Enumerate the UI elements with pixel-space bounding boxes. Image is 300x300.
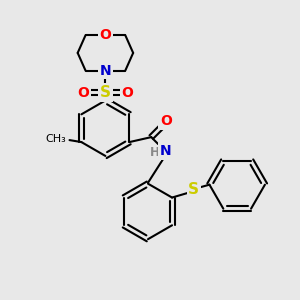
Text: S: S bbox=[100, 85, 111, 100]
Text: N: N bbox=[159, 144, 171, 158]
Text: N: N bbox=[100, 64, 111, 78]
Text: O: O bbox=[160, 114, 172, 128]
Text: H: H bbox=[150, 146, 160, 160]
Text: O: O bbox=[78, 85, 90, 100]
Text: O: O bbox=[121, 85, 133, 100]
Text: CH₃: CH₃ bbox=[46, 134, 67, 144]
Text: S: S bbox=[188, 182, 199, 197]
Text: O: O bbox=[100, 28, 111, 42]
